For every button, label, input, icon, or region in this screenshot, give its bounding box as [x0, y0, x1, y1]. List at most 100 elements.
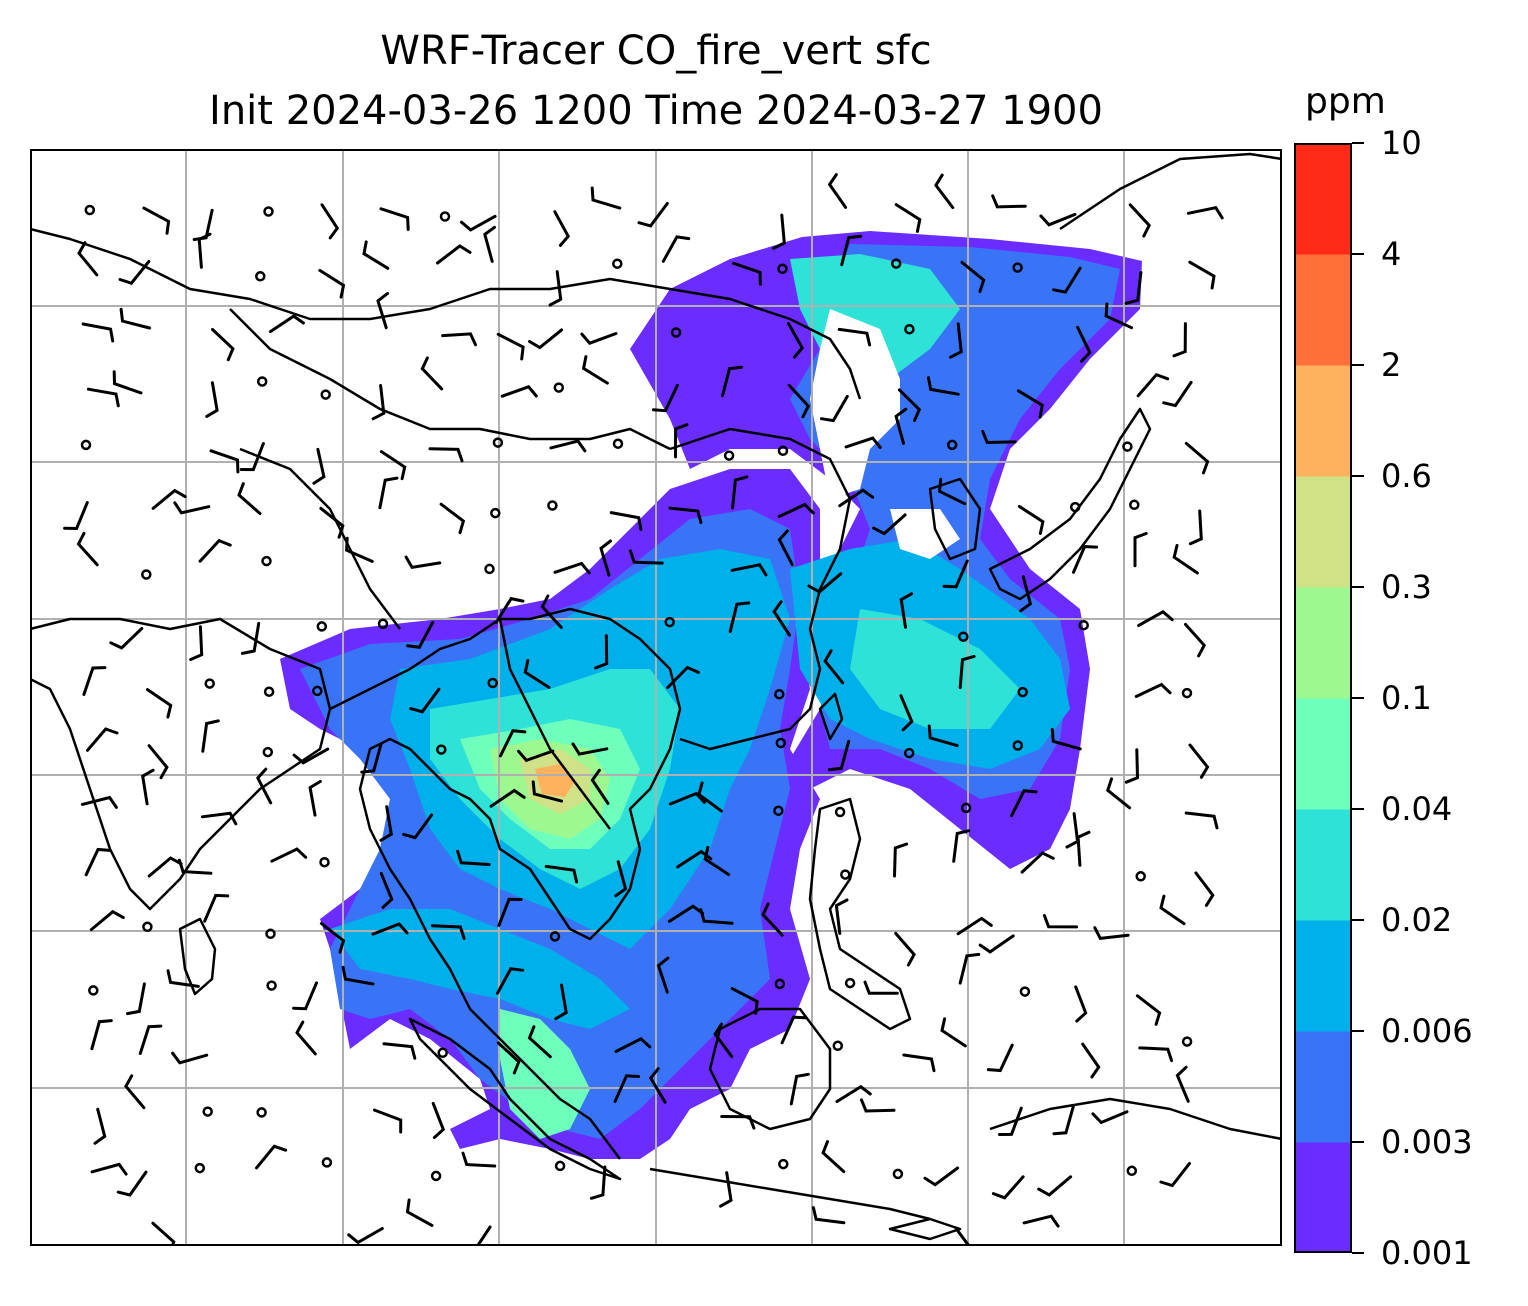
coast-indochina: [329, 607, 682, 1160]
wind-barb: [1159, 894, 1186, 926]
calm-wind-circle: [832, 1040, 844, 1052]
wind-barb: [1184, 441, 1210, 475]
calm-wind-circle: [490, 507, 501, 519]
calm-wind-circle: [890, 258, 902, 269]
wind-barb: [404, 555, 442, 570]
wind-barb: [1050, 727, 1082, 751]
coast-north: [30, 227, 862, 400]
wind-barb: [1128, 203, 1152, 238]
wind-barb: [789, 1072, 810, 1106]
wind-barb: [656, 956, 670, 994]
colorbar-tick-label: 0.02: [1381, 901, 1453, 939]
wind-barb: [1017, 505, 1045, 535]
border-interior-2: [239, 447, 401, 630]
wind-barb: [823, 649, 845, 685]
wind-barb: [923, 1166, 960, 1187]
wind-barb: [811, 1206, 846, 1225]
wind-barb: [209, 449, 240, 474]
wind-barb: [937, 477, 967, 506]
wind-barb: [934, 173, 955, 210]
colorbar-border: [1294, 143, 1352, 1253]
calm-wind-circle: [265, 928, 276, 940]
wind-barb: [1065, 812, 1080, 849]
wind-barb: [844, 436, 882, 449]
colorbar-tick: [1352, 808, 1364, 810]
wind-barb: [90, 1162, 128, 1176]
wind-barb: [371, 922, 409, 936]
wind-barb: [378, 476, 399, 510]
wind-barb: [835, 1084, 872, 1103]
wind-barb: [897, 388, 922, 422]
wind-barb: [613, 1074, 640, 1103]
wind-barb: [456, 849, 491, 866]
wind-barb: [777, 502, 815, 518]
wind-barb: [553, 210, 571, 247]
wind-barb: [730, 987, 759, 1015]
wind-barb: [420, 356, 444, 391]
wind-barb: [1124, 271, 1143, 305]
wind-barb: [376, 292, 389, 330]
wind-barb: [960, 260, 986, 293]
wind-barb: [820, 394, 849, 423]
calm-wind-circle: [266, 980, 277, 991]
wind-barb: [899, 592, 914, 629]
wind-barb: [80, 795, 118, 809]
wind-barb: [1052, 1104, 1075, 1136]
wind-barb: [292, 981, 318, 1011]
wind-barb: [1124, 748, 1140, 784]
calm-wind-circle: [320, 389, 331, 400]
calm-wind-circle: [612, 258, 623, 269]
wind-barb: [439, 502, 466, 535]
coastlines: [30, 152, 1282, 1241]
wind-barb: [77, 241, 99, 277]
wind-barb: [958, 654, 976, 690]
wind-barb: [590, 186, 622, 210]
calm-wind-circle: [774, 688, 785, 700]
calm-wind-circle: [946, 439, 958, 451]
colorbar-unit-label: ppm: [1305, 81, 1386, 122]
calm-wind-circle: [204, 678, 215, 689]
wind-barb: [1138, 1046, 1174, 1063]
wind-barb: [189, 625, 204, 661]
wind-barb: [495, 967, 525, 995]
wind-barb: [827, 739, 851, 772]
wind-barb: [319, 506, 345, 539]
calm-wind-circle: [844, 977, 856, 989]
wind-barb: [93, 1107, 107, 1145]
map-panel: [30, 149, 1282, 1246]
wind-barb: [203, 893, 230, 923]
colorbar-tick: [1352, 1141, 1364, 1143]
wind-barb: [499, 729, 527, 758]
wind-barb: [614, 1036, 652, 1053]
wind-barb: [496, 1041, 521, 1075]
wind-barb: [147, 744, 169, 780]
colorbar-bin-0.04: [1294, 698, 1352, 810]
calm-wind-circle: [553, 382, 565, 393]
chart-title-line-2: Init 2024-03-26 1200 Time 2024-03-27 190…: [209, 88, 1103, 134]
wind-barb: [379, 871, 394, 909]
calm-wind-circle: [723, 450, 735, 461]
wind-barb: [1039, 212, 1077, 227]
wind-barb: [1074, 985, 1088, 1023]
wind-barb: [430, 924, 466, 940]
wind-barb: [527, 1025, 552, 1059]
wind-barb: [125, 982, 146, 1016]
calm-wind-circle: [892, 1168, 904, 1180]
wind-barb: [956, 916, 993, 936]
wind-barb: [147, 856, 183, 878]
wind-barb: [991, 1175, 1025, 1200]
wind-barb: [475, 1225, 492, 1246]
wind-barb: [732, 261, 762, 286]
wind-barb: [142, 206, 171, 235]
colorbar: [1294, 143, 1352, 1254]
calm-wind-circle: [194, 1162, 206, 1174]
wind-barb: [460, 214, 497, 232]
calm-wind-circle: [202, 1106, 213, 1117]
wind-barb: [1172, 544, 1199, 575]
calm-wind-circle: [1129, 499, 1140, 511]
calm-wind-circle: [1078, 619, 1089, 631]
wind-barb: [954, 1227, 971, 1246]
wind-barb: [648, 1067, 667, 1104]
calm-wind-circle: [1019, 986, 1031, 997]
calm-wind-circle: [777, 263, 788, 275]
